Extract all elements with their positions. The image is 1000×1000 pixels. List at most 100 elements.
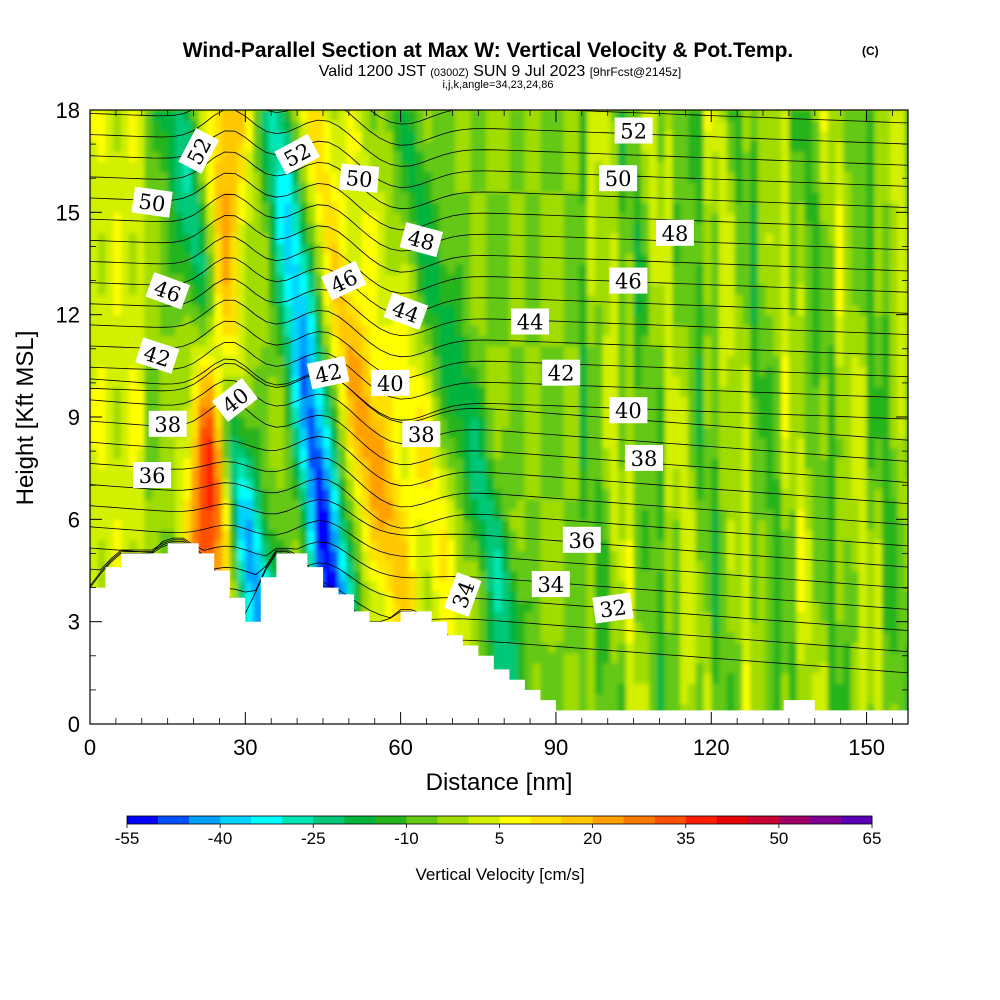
w-cell xyxy=(253,550,262,561)
w-cell xyxy=(455,621,464,633)
w-cell xyxy=(159,437,169,449)
w-cell xyxy=(579,273,588,285)
w-cell xyxy=(664,437,674,449)
w-cell xyxy=(695,672,705,684)
w-cell xyxy=(602,539,612,551)
w-cell xyxy=(726,672,736,684)
w-cell xyxy=(656,335,666,347)
w-cell xyxy=(711,591,720,602)
w-cell xyxy=(121,110,130,121)
w-cell xyxy=(587,457,596,469)
w-cell xyxy=(291,324,301,336)
w-cell xyxy=(719,396,728,408)
w-cell xyxy=(633,437,643,449)
w-cell xyxy=(245,140,254,152)
w-cell xyxy=(548,140,557,152)
w-cell xyxy=(532,621,542,633)
w-cell xyxy=(509,273,518,285)
w-cell xyxy=(478,396,487,408)
w-cell xyxy=(253,437,262,449)
w-cell xyxy=(167,263,177,275)
w-cell xyxy=(462,284,472,295)
w-cell xyxy=(462,529,472,541)
w-cell xyxy=(540,693,549,705)
w-cell xyxy=(268,386,278,398)
w-cell xyxy=(540,263,549,275)
w-cell xyxy=(610,683,619,695)
w-cell xyxy=(431,212,441,224)
w-cell xyxy=(517,140,526,152)
w-cell xyxy=(268,120,278,132)
w-cell xyxy=(400,212,410,224)
w-cell xyxy=(268,396,278,408)
w-cell xyxy=(416,468,425,480)
w-cell xyxy=(579,150,588,162)
w-cell xyxy=(447,263,456,275)
w-cell xyxy=(470,191,480,203)
w-cell xyxy=(470,417,480,428)
w-cell xyxy=(703,376,713,388)
w-cell xyxy=(159,140,169,152)
w-cell xyxy=(470,304,480,316)
w-cell xyxy=(641,498,650,510)
w-cell xyxy=(493,120,503,132)
w-cell xyxy=(695,611,705,623)
w-cell xyxy=(571,202,581,214)
w-cell xyxy=(183,110,192,121)
w-cell xyxy=(571,273,581,285)
w-cell xyxy=(144,519,153,531)
w-cell xyxy=(439,335,449,347)
w-cell xyxy=(276,171,285,183)
w-cell xyxy=(245,529,254,541)
w-cell xyxy=(703,314,713,326)
w-cell xyxy=(664,324,674,336)
w-cell xyxy=(315,478,324,490)
w-cell xyxy=(532,519,542,531)
w-cell xyxy=(315,560,324,572)
w-cell xyxy=(222,140,231,152)
w-cell xyxy=(284,130,293,142)
w-cell xyxy=(672,437,681,449)
w-cell xyxy=(144,498,153,510)
w-cell xyxy=(695,150,705,162)
w-cell xyxy=(524,161,534,173)
w-cell xyxy=(664,120,674,132)
w-cell xyxy=(594,672,604,684)
w-cell xyxy=(361,110,371,121)
w-cell xyxy=(392,406,402,418)
w-cell xyxy=(688,457,697,469)
w-cell xyxy=(548,253,557,265)
w-cell xyxy=(656,150,666,162)
w-cell xyxy=(594,324,604,336)
w-cell xyxy=(198,488,208,500)
w-cell xyxy=(664,488,674,500)
indices-line: i,j,k,angle=34,23,24,86 xyxy=(442,79,553,91)
w-cell xyxy=(369,539,379,551)
w-cell xyxy=(152,314,161,326)
w-cell xyxy=(688,580,697,592)
w-cell xyxy=(346,468,355,480)
w-cell xyxy=(571,140,581,152)
w-cell xyxy=(579,417,588,428)
w-cell xyxy=(245,427,254,439)
w-cell xyxy=(152,181,161,193)
w-cell xyxy=(587,488,596,500)
w-cell xyxy=(237,273,247,285)
w-cell xyxy=(198,294,208,306)
w-cell xyxy=(253,591,262,602)
w-cell xyxy=(113,519,122,531)
w-cell xyxy=(711,621,720,633)
w-cell xyxy=(159,212,169,224)
w-cell xyxy=(719,591,728,602)
w-cell xyxy=(579,110,588,121)
w-cell xyxy=(416,253,425,265)
w-cell xyxy=(338,468,348,480)
w-cell xyxy=(555,488,565,500)
w-cell xyxy=(330,171,340,183)
w-cell xyxy=(633,386,643,398)
w-cell xyxy=(128,161,138,173)
w-cell xyxy=(400,150,410,162)
w-cell xyxy=(664,110,674,121)
w-cell xyxy=(517,591,526,602)
w-cell xyxy=(260,498,270,510)
